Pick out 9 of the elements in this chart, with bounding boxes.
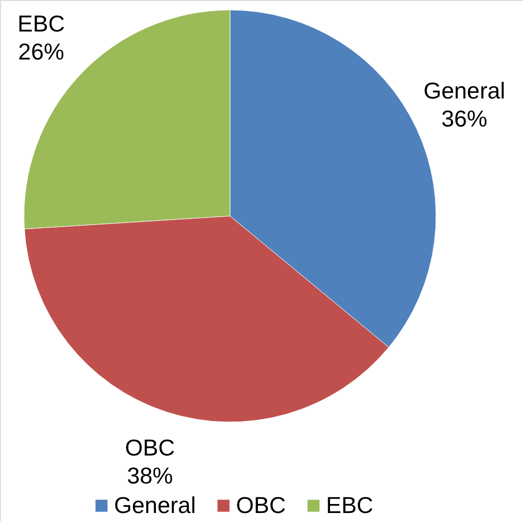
legend-label: OBC [236,492,286,518]
data-label: 26% [18,38,64,65]
legend-label: EBC [326,492,374,518]
data-label: 38% [126,462,173,488]
data-label: 36% [441,106,488,132]
slice-label: General [423,78,506,104]
slice-label: EBC [18,10,65,37]
legend-label: General [114,492,196,518]
slice-label: OBC [125,434,175,460]
